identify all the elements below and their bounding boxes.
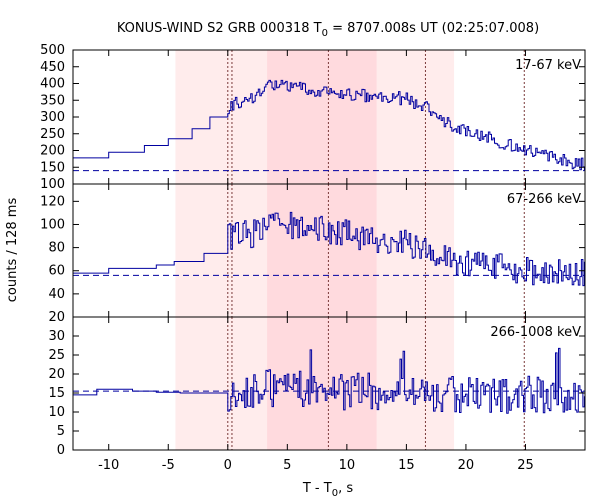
chart-title: KONUS-WIND S2 GRB 000318 T0 = 8707.008s … (117, 21, 539, 39)
panel-frame (72, 316, 586, 451)
shaded-region-2 (267, 184, 377, 317)
y-tick-label: 80 (48, 241, 65, 256)
x-tick-label: 20 (458, 458, 475, 473)
y-tick-label: 350 (40, 93, 65, 108)
shaded-region-2 (267, 317, 377, 450)
x-tick-label: 15 (398, 458, 415, 473)
y-tick-label: 25 (48, 348, 65, 363)
y-tick-label: 200 (40, 144, 65, 159)
y-tick-label: 120 (40, 194, 65, 209)
lightcurve-trace (73, 347, 585, 414)
y-tick-label: 300 (40, 110, 65, 125)
y-tick-label: 20 (48, 367, 65, 382)
x-tick-label: 10 (339, 458, 356, 473)
panel-2: 20 40 60 80 100 120 67-266 keV (40, 183, 586, 325)
y-tick-label: 150 (40, 160, 65, 175)
y-tick-label: 0 (57, 443, 65, 458)
x-tick-label: 0 (224, 458, 232, 473)
x-tick-label: 5 (283, 458, 291, 473)
y-tick-label: 100 (40, 217, 65, 232)
y-tick-label: 500 (40, 43, 65, 58)
y-tick-label: 15 (48, 386, 65, 401)
x-axis: -10 -5 0 5 10 15 20 25 (98, 458, 534, 473)
y-tick-label: 10 (48, 405, 65, 420)
energy-band-label: 17-67 keV (515, 58, 581, 73)
y-tick-label: 60 (48, 264, 65, 279)
energy-band-label: 67-266 keV (507, 192, 581, 207)
x-tick-label: -10 (98, 458, 119, 473)
x-axis-label: T - T0, s (302, 481, 353, 499)
x-tick-label: -5 (162, 458, 175, 473)
y-tick-label: 5 (57, 424, 65, 439)
lightcurve-trace (73, 211, 585, 287)
panel-3: 0 5 10 15 20 25 30 266-1008 keV (48, 316, 586, 458)
lightcurve-trace (73, 79, 585, 171)
y-tick-label: 100 (40, 177, 65, 192)
shaded-region-2 (267, 50, 377, 184)
x-tick-label: 25 (517, 458, 534, 473)
y-tick-label: 20 (48, 310, 65, 325)
y-tick-label: 30 (48, 329, 65, 344)
y-tick-label: 450 (40, 60, 65, 75)
y-tick-label: 400 (40, 77, 65, 92)
y-axis-label: counts / 128 ms (5, 198, 20, 303)
energy-band-label: 266-1008 keV (490, 325, 581, 340)
y-tick-label: 40 (48, 287, 65, 302)
y-tick-label: 250 (40, 127, 65, 142)
